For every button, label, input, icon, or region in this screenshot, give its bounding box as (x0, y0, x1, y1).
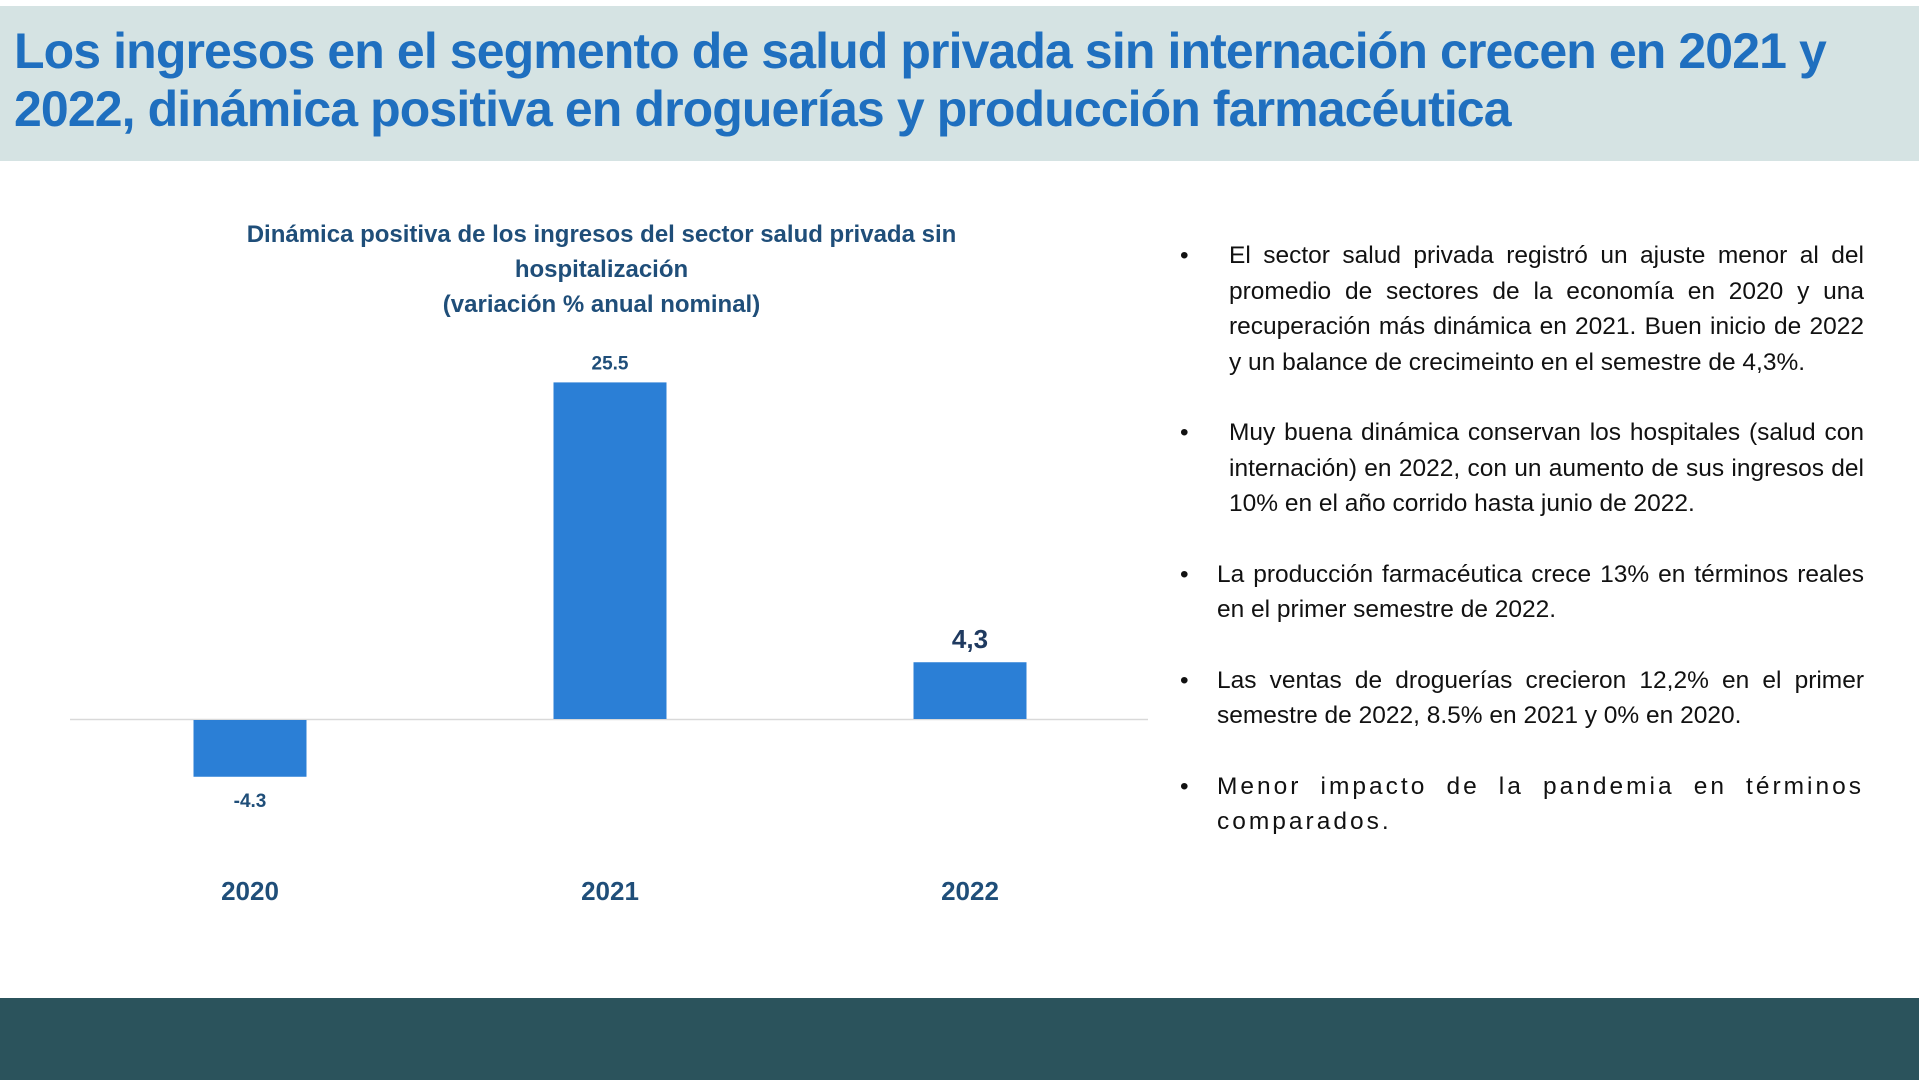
category-label-2022: 2022 (941, 876, 999, 906)
data-label-2021: 25.5 (592, 353, 629, 374)
bar-chart: Dinámica positiva de los ingresos del se… (0, 200, 1160, 920)
bullet-dot: • (1180, 560, 1189, 588)
chart-subtitle: (variación % anual nominal) (442, 291, 761, 318)
chart-title: Dinámica positiva de los ingresos del se… (200, 217, 1003, 322)
bullet-item: • El sector salud privada registró un aj… (1170, 238, 1864, 380)
bullet-text: Menor impacto de la pandemia en términos… (1217, 772, 1864, 836)
bullet-item: • Las ventas de droguerías crecieron 12,… (1170, 663, 1864, 734)
bullet-text: La producción farmacéutica crece 13% en … (1217, 560, 1864, 624)
slide-title: Los ingresos en el segmento de salud pri… (14, 23, 1827, 137)
bullet-text: Muy buena dinámica conservan los hospita… (1229, 419, 1864, 517)
bullet-item: • Muy buena dinámica conservan los hospi… (1170, 415, 1864, 522)
bar-2022 (913, 662, 1027, 719)
bullet-dot: • (1180, 419, 1189, 446)
chart-title-line: hospitalización (514, 256, 689, 283)
bullet-dot: • (1180, 772, 1189, 800)
bar-2020 (193, 720, 307, 777)
bullet-item: • La producción farmacéutica crece 13% e… (1170, 557, 1864, 628)
category-label-2020: 2020 (221, 876, 279, 906)
bullet-dot: • (1180, 666, 1189, 694)
bullet-text: El sector salud privada registró un ajus… (1229, 242, 1864, 376)
chart-plot: -4.3 2020 25.5 2021 4,3 2022 (70, 353, 1148, 906)
bullet-list: • El sector salud privada registró un aj… (1170, 238, 1864, 875)
title-band: Los ingresos en el segmento de salud pri… (0, 6, 1919, 161)
bar-2021 (553, 382, 667, 719)
category-label-2021: 2021 (581, 876, 639, 906)
data-label-2022: 4,3 (952, 624, 988, 654)
footer-bar (0, 998, 1919, 1080)
bullet-text: Las ventas de droguerías crecieron 12,2%… (1217, 666, 1864, 730)
data-label-2020: -4.3 (234, 791, 267, 812)
chart-title-line: Dinámica positiva de los ingresos del se… (246, 221, 957, 248)
bullet-item: • Menor impacto de la pandemia en términ… (1170, 769, 1864, 840)
bullet-dot: • (1180, 242, 1189, 269)
